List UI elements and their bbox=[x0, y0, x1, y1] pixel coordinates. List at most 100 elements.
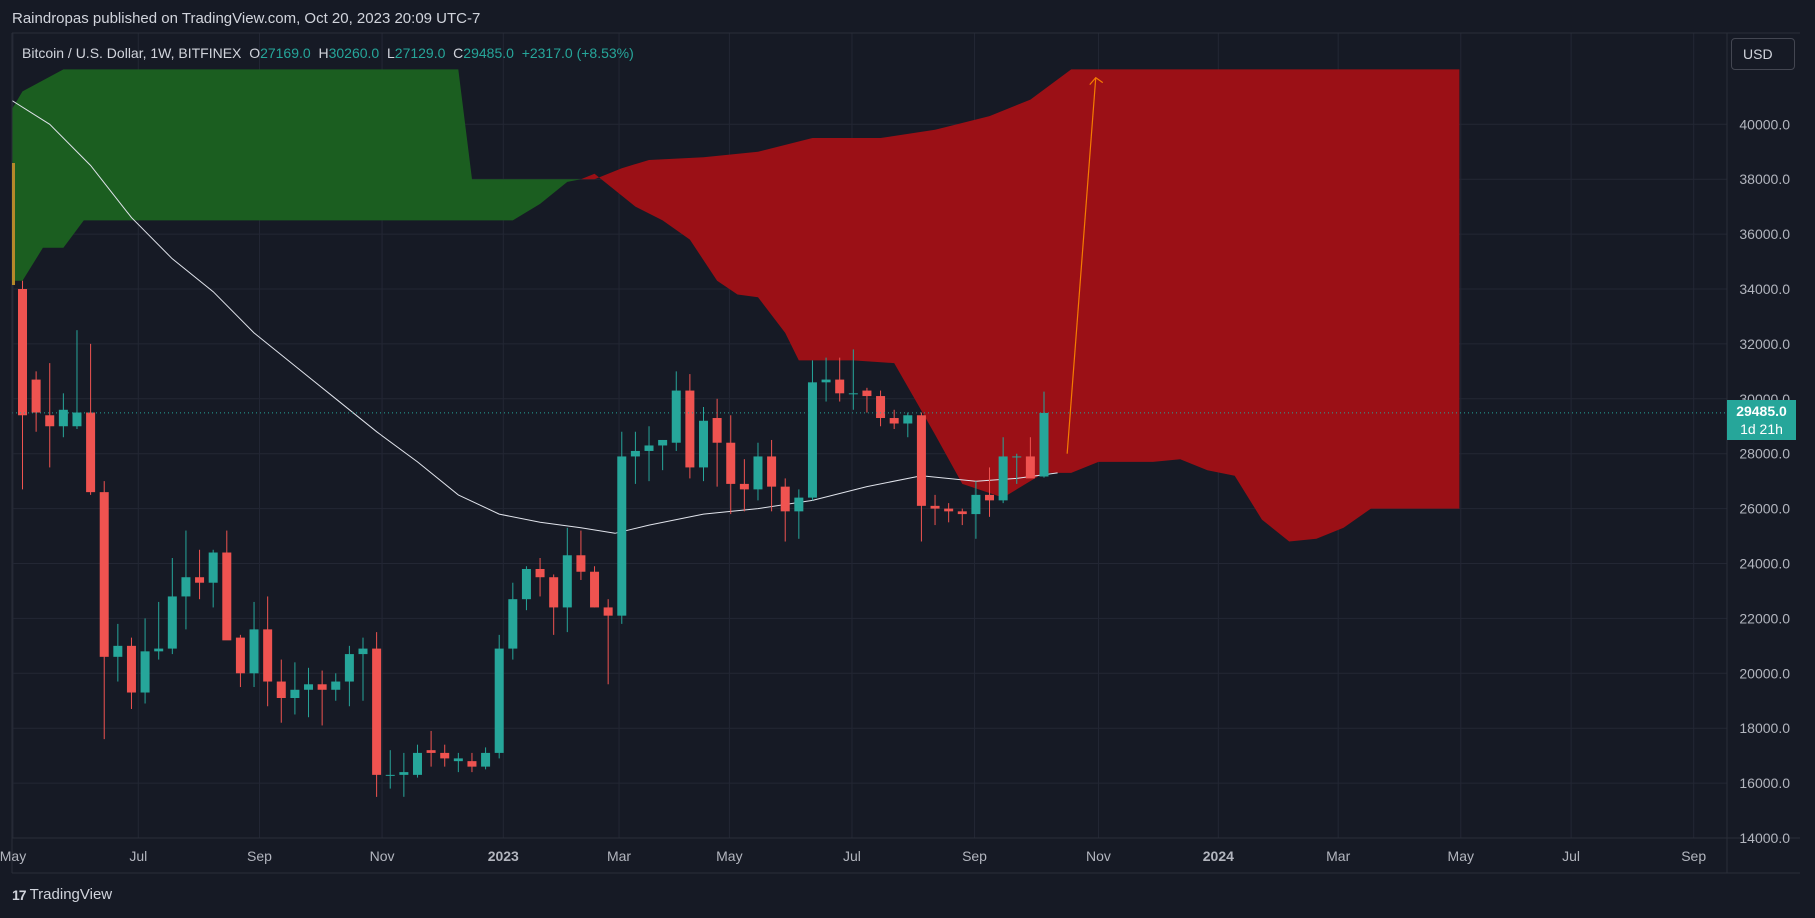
price-tick-label: 32000.0 bbox=[1739, 336, 1790, 352]
candle bbox=[113, 623, 123, 682]
candle-body bbox=[399, 772, 409, 775]
candle-body bbox=[848, 393, 858, 395]
candle-body bbox=[86, 412, 96, 493]
candle-body bbox=[331, 681, 341, 690]
candle bbox=[58, 393, 68, 438]
candle bbox=[1012, 453, 1022, 484]
candle bbox=[358, 637, 368, 701]
ichimoku-cloud bbox=[12, 69, 1460, 542]
candle-body bbox=[562, 555, 572, 608]
candle bbox=[317, 670, 327, 726]
time-tick-label: May bbox=[0, 848, 26, 864]
candle-body bbox=[685, 390, 695, 468]
candle-body bbox=[167, 596, 177, 649]
candle-body bbox=[126, 645, 136, 693]
time-tick-label: May bbox=[716, 848, 742, 864]
candle bbox=[208, 549, 218, 608]
cloud-bear-area bbox=[580, 69, 1460, 542]
candle bbox=[1025, 437, 1035, 479]
price-tick-label: 28000.0 bbox=[1739, 446, 1790, 462]
candle bbox=[195, 549, 205, 600]
candle-body bbox=[222, 552, 232, 641]
candle-body bbox=[944, 508, 954, 512]
symbol-legend: Bitcoin / U.S. Dollar, 1W, BITFINEX O271… bbox=[22, 45, 634, 61]
time-tick-label: Jul bbox=[129, 848, 147, 864]
candle bbox=[630, 431, 640, 484]
candle bbox=[726, 415, 736, 515]
high-label: H bbox=[318, 45, 329, 61]
candle bbox=[685, 374, 695, 479]
time-tick-label: 2024 bbox=[1203, 848, 1234, 864]
candle-body bbox=[780, 486, 790, 512]
candle-body bbox=[208, 552, 218, 583]
candle-body bbox=[344, 654, 354, 682]
candle-body bbox=[58, 409, 68, 427]
candle bbox=[903, 412, 913, 438]
candle-body bbox=[508, 599, 518, 649]
projection-arrow bbox=[1066, 76, 1104, 454]
candle bbox=[481, 747, 491, 770]
candle bbox=[562, 527, 572, 633]
candle bbox=[794, 489, 804, 539]
candle bbox=[494, 634, 504, 759]
candle bbox=[957, 508, 967, 526]
candle bbox=[453, 752, 463, 773]
candle-body bbox=[31, 379, 41, 413]
candle bbox=[821, 357, 831, 402]
candle bbox=[521, 566, 531, 611]
candle-body bbox=[1012, 456, 1022, 458]
candle bbox=[930, 494, 940, 526]
footer-brand[interactable]: 17 TradingView bbox=[12, 886, 112, 903]
candle-body bbox=[658, 439, 668, 446]
candle bbox=[1039, 391, 1049, 478]
candle bbox=[140, 618, 150, 704]
price-tick-label: 14000.0 bbox=[1739, 830, 1790, 846]
candle bbox=[876, 390, 886, 427]
candle bbox=[603, 599, 613, 685]
time-tick-label: 2023 bbox=[488, 848, 519, 864]
candle-body bbox=[889, 418, 899, 424]
candle-body bbox=[263, 629, 273, 682]
candle-body bbox=[72, 412, 82, 427]
candle-body bbox=[916, 415, 926, 506]
candle bbox=[372, 632, 382, 797]
candle-body bbox=[712, 418, 722, 443]
candle-body bbox=[276, 681, 286, 699]
axes bbox=[11, 32, 1800, 874]
candle bbox=[249, 601, 259, 688]
candle-body bbox=[753, 456, 763, 490]
candle bbox=[739, 459, 749, 512]
candle-body bbox=[699, 420, 708, 468]
candle-body bbox=[181, 577, 191, 597]
candle bbox=[576, 530, 586, 580]
candle-body bbox=[481, 752, 491, 767]
candle-body bbox=[235, 637, 245, 674]
candle-body bbox=[807, 382, 817, 498]
time-tick-label: Nov bbox=[1086, 848, 1111, 864]
candle-body bbox=[99, 492, 109, 657]
candle-body bbox=[113, 645, 123, 657]
currency-button[interactable]: USD bbox=[1731, 38, 1795, 70]
candle-body bbox=[603, 607, 613, 616]
high-value: 30260.0 bbox=[328, 45, 380, 61]
open-value: 27169.0 bbox=[260, 45, 311, 61]
candle-body bbox=[971, 494, 981, 515]
candle bbox=[467, 752, 477, 773]
candle-body bbox=[467, 761, 477, 767]
symbol-title: Bitcoin / U.S. Dollar, 1W, BITFINEX bbox=[22, 45, 242, 61]
tradingview-logo-icon: 17 bbox=[12, 886, 27, 903]
time-tick-label: Mar bbox=[607, 848, 631, 864]
candle-body bbox=[794, 497, 804, 512]
publisher-header: Raindropas published on TradingView.com,… bbox=[12, 10, 481, 27]
candle-body bbox=[317, 684, 327, 690]
candle-body bbox=[671, 390, 681, 443]
candle bbox=[126, 637, 136, 709]
candle-body bbox=[426, 750, 436, 753]
candle bbox=[617, 431, 627, 624]
candle bbox=[290, 662, 300, 715]
candles bbox=[18, 280, 1049, 797]
moving-average-path bbox=[12, 99, 1058, 534]
price-tick-label: 22000.0 bbox=[1739, 610, 1790, 626]
candle-body bbox=[903, 415, 913, 424]
